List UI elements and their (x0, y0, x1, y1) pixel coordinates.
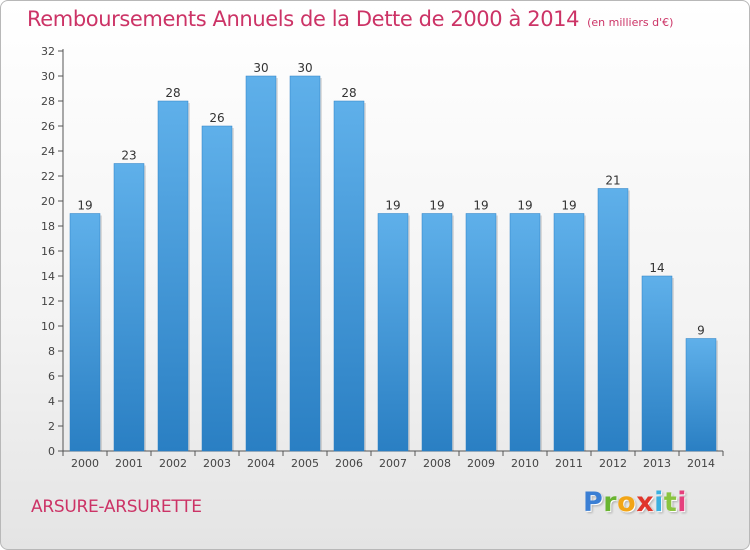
bar-2000 (69, 213, 101, 452)
y-tick-label: 22 (41, 170, 55, 183)
y-tick-label: 12 (41, 295, 55, 308)
x-tick-label: 2006 (335, 457, 363, 470)
x-tick-label: 2010 (511, 457, 539, 470)
bar-2003 (201, 125, 233, 452)
x-tick-label: 2014 (687, 457, 715, 470)
data-label-2001: 23 (121, 149, 136, 163)
y-tick-label: 8 (48, 345, 55, 358)
data-label-2005: 30 (297, 61, 312, 75)
x-tick-label: 2002 (159, 457, 187, 470)
data-label-2007: 19 (385, 199, 400, 213)
y-tick-label: 14 (41, 270, 55, 283)
y-tick-label: 26 (41, 120, 55, 133)
bar-2009 (465, 213, 497, 452)
data-label-2003: 26 (209, 111, 224, 125)
x-tick-label: 2013 (643, 457, 671, 470)
bar-2013 (641, 275, 673, 452)
y-tick-label: 16 (41, 245, 55, 258)
y-tick-label: 32 (41, 45, 55, 58)
y-tick-label: 24 (41, 145, 55, 158)
data-label-2002: 28 (165, 86, 180, 100)
data-label-2006: 28 (341, 86, 356, 100)
data-label-2008: 19 (429, 199, 444, 213)
bar-2014 (685, 338, 717, 452)
data-label-2013: 14 (649, 261, 664, 275)
commune-name: ARSURE-ARSURETTE (31, 497, 202, 517)
y-tick-label: 28 (41, 95, 55, 108)
bar-2007 (377, 213, 409, 452)
x-tick-label: 2012 (599, 457, 627, 470)
data-label-2000: 19 (77, 199, 92, 213)
x-tick-label: 2001 (115, 457, 143, 470)
x-axis: 2000 2001 2002 2003 2004 2005 2006 2007 2008 2009… (62, 450, 724, 470)
chart-title-text: Remboursements Annuels de la Dette de 20… (27, 7, 580, 31)
y-tick-label: 4 (48, 395, 55, 408)
bar-2008 (421, 213, 453, 452)
data-labels: 19 23 28 26 30 30 28 19 19 19 19 19 21 14 9 (77, 61, 704, 338)
bar-2004 (245, 75, 277, 452)
x-tick-label: 2000 (71, 457, 99, 470)
proxiti-logo: Proxiti (583, 487, 688, 518)
bar-2012 (597, 188, 629, 452)
y-tick-label: 30 (41, 70, 55, 83)
x-tick-label: 2009 (467, 457, 495, 470)
chart-subtitle: (en milliers d'€) (587, 16, 674, 29)
data-label-2012: 21 (605, 174, 620, 188)
y-tick-label: 20 (41, 195, 55, 208)
bar-2010 (509, 213, 541, 452)
x-tick-label: 2003 (203, 457, 231, 470)
y-tick-label: 2 (48, 420, 55, 433)
data-label-2009: 19 (473, 199, 488, 213)
y-tick-label: 0 (48, 445, 55, 458)
x-tick-label: 2005 (291, 457, 319, 470)
bar-2006 (333, 100, 365, 452)
data-label-2011: 19 (561, 199, 576, 213)
data-label-2004: 30 (253, 61, 268, 75)
bar-2011 (553, 213, 585, 452)
data-label-2010: 19 (517, 199, 532, 213)
chart-title: Remboursements Annuels de la Dette de 20… (27, 7, 673, 31)
x-tick-label: 2011 (555, 457, 583, 470)
bar-2002 (157, 100, 189, 452)
bar-series (69, 75, 718, 452)
y-tick-label: 6 (48, 370, 55, 383)
y-tick-label: 18 (41, 220, 55, 233)
x-tick-label: 2008 (423, 457, 451, 470)
data-label-2014: 9 (697, 324, 705, 338)
y-tick-label: 10 (41, 320, 55, 333)
bar-2005 (289, 75, 321, 452)
x-tick-label: 2007 (379, 457, 407, 470)
x-tick-label: 2004 (247, 457, 275, 470)
bar-2001 (113, 163, 145, 452)
